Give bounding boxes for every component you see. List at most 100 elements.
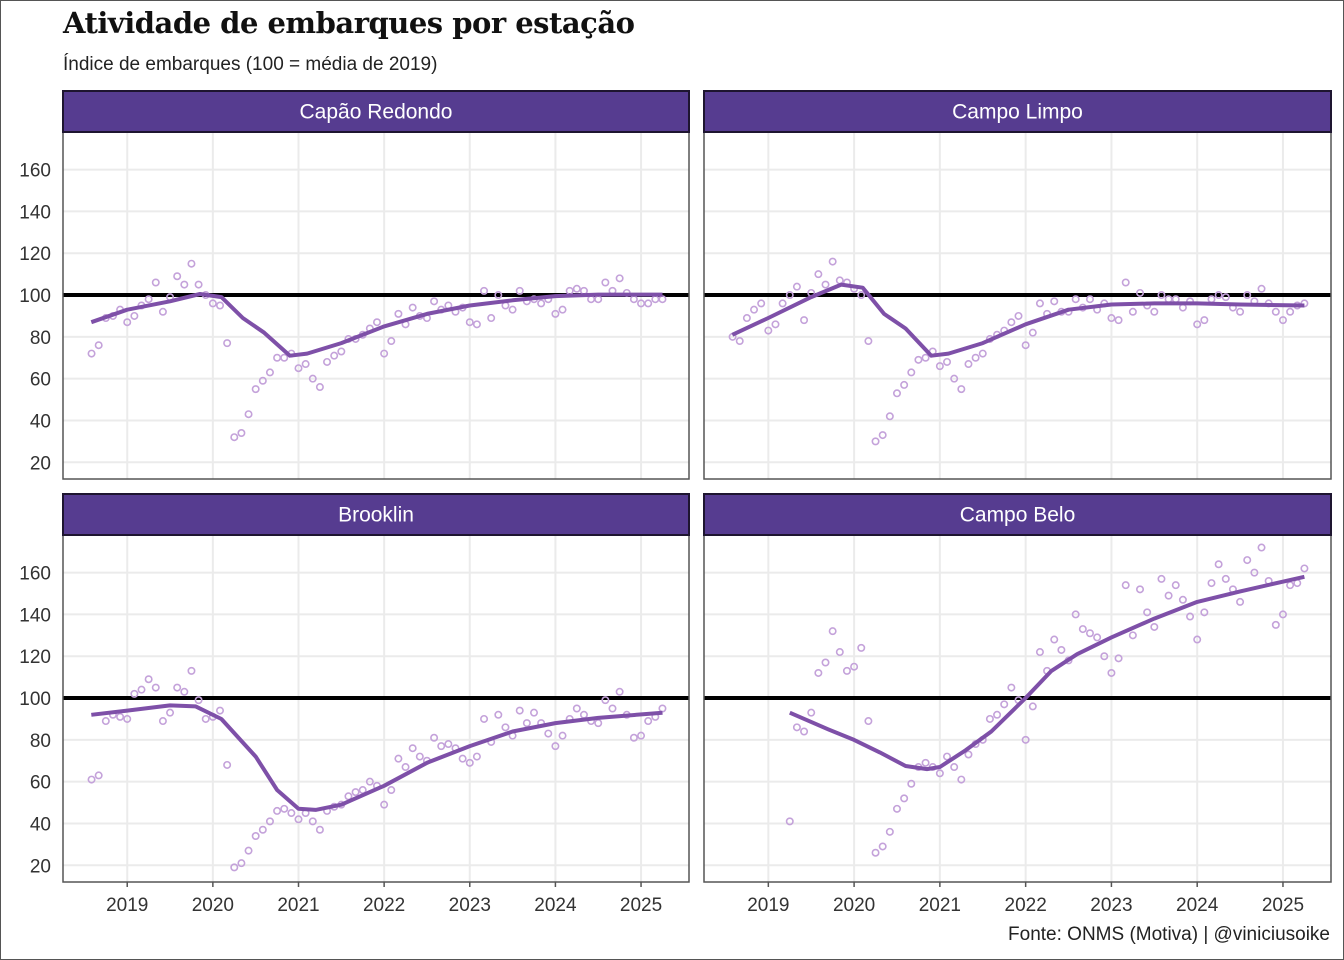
x-tick-label: 2021 xyxy=(277,895,319,916)
data-point xyxy=(1207,579,1216,588)
data-point xyxy=(1085,295,1094,304)
data-point xyxy=(594,719,603,728)
data-point xyxy=(964,360,973,369)
data-point xyxy=(123,318,132,327)
data-point xyxy=(1114,654,1123,663)
y-tick-label: 160 xyxy=(19,564,51,585)
data-point xyxy=(1214,560,1223,569)
data-point xyxy=(522,719,531,728)
x-tick-label: 2022 xyxy=(363,895,405,916)
data-point xyxy=(158,717,167,726)
data-point xyxy=(337,347,346,356)
y-tick-label: 60 xyxy=(30,773,51,794)
smooth-trend-line xyxy=(789,574,1305,772)
data-point xyxy=(230,433,239,442)
data-point xyxy=(94,341,103,350)
data-point xyxy=(529,708,538,717)
data-point xyxy=(244,410,253,419)
data-point xyxy=(1164,591,1173,600)
data-point xyxy=(123,714,132,723)
data-point xyxy=(828,627,837,636)
data-point xyxy=(487,314,496,323)
data-point xyxy=(515,706,524,715)
data-point xyxy=(551,309,560,318)
x-tick-label: 2025 xyxy=(620,895,662,916)
facet-strip xyxy=(703,90,1332,133)
data-point xyxy=(1114,316,1123,325)
data-point xyxy=(978,349,987,358)
data-point xyxy=(971,353,980,362)
data-point xyxy=(551,742,560,751)
data-point xyxy=(130,689,139,698)
data-point xyxy=(408,744,417,753)
data-point xyxy=(1300,299,1309,308)
data-point xyxy=(629,733,638,742)
data-point xyxy=(750,305,759,314)
x-tick-label: 2020 xyxy=(833,895,875,916)
data-point xyxy=(907,368,916,377)
data-point xyxy=(280,804,289,813)
data-point xyxy=(935,362,944,371)
y-tick-label: 100 xyxy=(19,689,51,710)
data-point xyxy=(558,305,567,314)
data-point xyxy=(223,760,232,769)
y-tick-label: 80 xyxy=(30,731,51,752)
data-point xyxy=(658,704,667,713)
data-point xyxy=(1157,291,1166,300)
data-point xyxy=(1136,585,1145,594)
data-point xyxy=(180,280,189,289)
data-point xyxy=(458,754,467,763)
data-point xyxy=(1250,568,1259,577)
data-point xyxy=(950,374,959,383)
data-point xyxy=(137,685,146,694)
data-point xyxy=(1150,622,1159,631)
data-point xyxy=(957,775,966,784)
smooth-trend-line xyxy=(90,292,663,358)
data-point xyxy=(1271,307,1280,316)
facet-panel-campo-belo: Campo Belo 2019 2020 2021 2022 2023 2024 2025 xyxy=(703,493,1332,916)
data-point xyxy=(1157,574,1166,583)
data-point xyxy=(308,374,317,383)
data-point xyxy=(615,274,624,283)
data-point xyxy=(1093,633,1102,642)
data-point xyxy=(315,383,324,392)
data-point xyxy=(1028,328,1037,337)
data-point xyxy=(166,708,175,717)
smooth-trend-line xyxy=(91,703,663,812)
data-point xyxy=(1078,625,1087,634)
data-point xyxy=(365,777,374,786)
data-point xyxy=(380,800,389,809)
data-point xyxy=(265,817,274,826)
data-point xyxy=(871,437,880,446)
data-point xyxy=(387,337,396,346)
y-tick-label: 120 xyxy=(19,244,51,265)
data-point xyxy=(244,846,253,855)
data-point xyxy=(1071,295,1080,304)
data-point xyxy=(1171,581,1180,590)
data-point xyxy=(1236,597,1245,606)
y-tick-label: 100 xyxy=(19,286,51,307)
data-point xyxy=(251,385,260,394)
data-point xyxy=(387,786,396,795)
data-point xyxy=(201,714,210,723)
data-point xyxy=(1028,702,1037,711)
data-point xyxy=(1057,645,1066,654)
data-point xyxy=(1243,291,1252,300)
y-tick-label: 160 xyxy=(19,161,51,182)
data-point xyxy=(828,257,837,266)
data-point xyxy=(885,827,894,836)
data-point xyxy=(480,286,489,295)
data-point xyxy=(1243,556,1252,565)
data-point xyxy=(372,318,381,327)
data-point xyxy=(1193,635,1202,644)
y-tick-label: 60 xyxy=(30,370,51,391)
data-point xyxy=(871,848,880,857)
data-point xyxy=(1143,608,1152,617)
data-point xyxy=(735,337,744,346)
data-point xyxy=(258,376,267,385)
data-point xyxy=(437,742,446,751)
data-point xyxy=(187,666,196,675)
data-point xyxy=(151,683,160,692)
data-point xyxy=(430,733,439,742)
data-point xyxy=(637,731,646,740)
